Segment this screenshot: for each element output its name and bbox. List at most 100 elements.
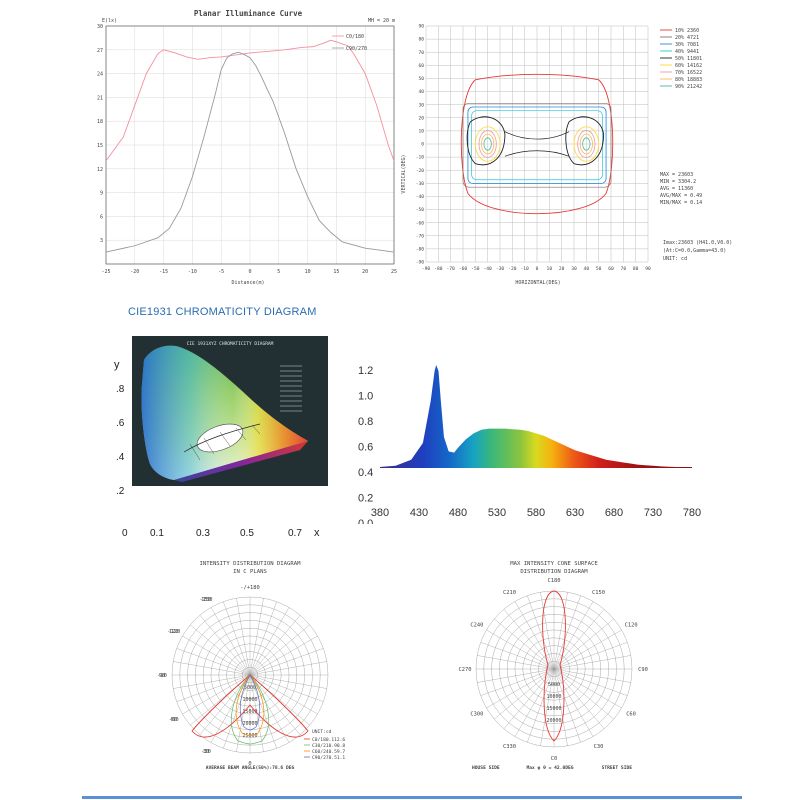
cie-y-tick: .4 [116,452,125,463]
polar-angle-label: 30 [203,749,210,755]
planar-y-tick: 24 [97,72,103,78]
cone-footer-mid: Max φ θ = 42.0DEG [526,765,573,771]
cone-spoke [527,595,555,670]
planar-illuminance-chart: Planar Illuminance Curve E(lx) MH = 20 m… [97,9,397,286]
polar-spoke [210,674,251,743]
polar-spoke [173,661,251,676]
isolux-y-tick: 10 [418,128,424,134]
isolux-contour-70 [478,130,497,158]
cone-spoke [540,668,555,746]
isolux-legend-label: 90% 21242 [675,84,702,90]
cone-spoke [553,668,594,737]
spectrum-x-tick: 480 [449,507,467,519]
isolux-legend-label: 40% 9441 [675,49,699,55]
cie-gamut-color [141,345,308,480]
spectrum-x-tick: 380 [371,507,389,519]
isolux-contour-90 [483,137,492,151]
isolux-y-tick: -60 [416,220,425,226]
planar-series-line [105,39,395,162]
cone-spoke [514,601,555,670]
cone-spoke [553,601,594,670]
cone-spoke [477,655,555,670]
cone-spoke [553,655,631,670]
polar-spoke [199,615,251,676]
cone-spoke [514,668,555,737]
planar-y-tick: 9 [100,191,103,197]
polar-spoke [249,598,264,676]
cie-x-tick: 0.5 [240,528,254,539]
isolux-x-tick: 0 [536,266,539,272]
cie-planckian-locus [183,423,261,453]
polar-spoke [249,648,324,676]
cone-surface-chart: MAX INTENSITY CONE SURFACE DISTRIBUTION … [459,561,648,771]
cone-angle-label: C180 [548,578,561,584]
polar-footer: AVERAGE BEAM ANGLE(50%):78.6 DEG [206,765,295,771]
polar-spoke [199,674,251,735]
polar-spoke [223,674,251,749]
polar-spoke [236,674,251,752]
cone-spoke [486,629,555,670]
planar-x-tick: 25 [391,269,397,275]
cie-x-tick: 0 [122,528,128,539]
spectrum-x-tick: 780 [683,507,701,519]
polar-legend-label: C30/210.90.8 [312,743,345,749]
cie-inner-title: CIE 1931XYZ CHROMATICITY DIAGRAM [187,341,274,347]
polar-spoke [249,674,301,735]
polar-ring-label: 20000 [242,721,257,727]
cone-angle-label: C240 [470,623,483,629]
spectrum-panel: 1.2 1.0 0.8 0.6 0.4 0.2 0.0 380 430 480 530 580 630 6… [350,330,710,530]
isolux-y-tick: 20 [418,115,424,121]
polar-angle-label: 0 [248,761,251,767]
cie-y-axis-label: y [114,359,120,371]
polar-ring-label: 10000 [242,697,257,703]
polar-spoke [182,674,251,715]
planar-x-tick: -25 [101,269,110,275]
isolux-x-tick: 90 [645,266,651,272]
isolux-ylabel: VERTICAL(DEG) [401,154,407,193]
isolux-x-tick: -10 [521,266,530,272]
isolux-contour-20 [462,102,612,188]
cone-title-2: DISTRIBUTION DIAGRAM [520,569,588,575]
isolux-stat: AVG/MAX = 0.49 [660,193,702,199]
isolux-y-tick: 0 [421,142,424,148]
spectrum-x-tick: 730 [644,507,662,519]
isolux-y-tick: -40 [416,194,425,200]
polar-spoke [249,674,318,715]
cie-isotherm [203,437,215,455]
polar-spoke [249,635,318,676]
spectrum-x-tick: 530 [488,507,506,519]
polar-spoke [249,615,301,676]
isolux-x-tick: 70 [621,266,627,272]
isolux-x-tick: 50 [596,266,602,272]
polar-angle-label: -60 [169,717,179,723]
isolux-x-tick: 80 [633,266,639,272]
cone-ring-label: 20000 [546,718,561,724]
polar-angle-label: -90 [157,673,167,679]
isolux-x-tick: 10 [547,266,553,272]
isolux-y-tick: -90 [416,260,425,266]
isolux-info-line: (At:C=0.0,Gamma=43.0) [663,248,726,254]
polar-legend-label: C60/240.59.7 [312,749,345,755]
polar-curve-c90 [239,674,261,731]
cone-curve-line [542,590,566,742]
isolux-panel: VERTICAL(DEG) HORIZONTAL(DEG) -90 -80 -70-… [398,14,758,294]
cone-angle-label: C90 [638,667,648,673]
cone-spoke [553,592,568,670]
isolux-contour-80 [579,133,593,155]
isolux-y-tick: -10 [416,155,425,161]
isolux-x-tick: 30 [571,266,577,272]
cie-y-tick: .8 [116,384,125,395]
isolux-legend-label: 20% 4721 [675,35,699,41]
isolux-x-tick: -40 [484,266,493,272]
polar-angle-label: 90 [159,673,166,679]
cone-angle-label: C60 [626,712,636,718]
planar-y-tick: 21 [97,95,103,101]
isolux-contour-60 [573,126,600,162]
cie-isotherm [235,427,247,441]
cie-x-tick: 0.3 [196,528,210,539]
cie-y-tick: .6 [116,418,125,429]
planar-illuminance-panel: Planar Illuminance Curve E(lx) MH = 20 m… [88,8,406,293]
polar-ring-label: 5000 [244,685,256,691]
isolux-legend-label: 60% 14162 [675,63,702,69]
